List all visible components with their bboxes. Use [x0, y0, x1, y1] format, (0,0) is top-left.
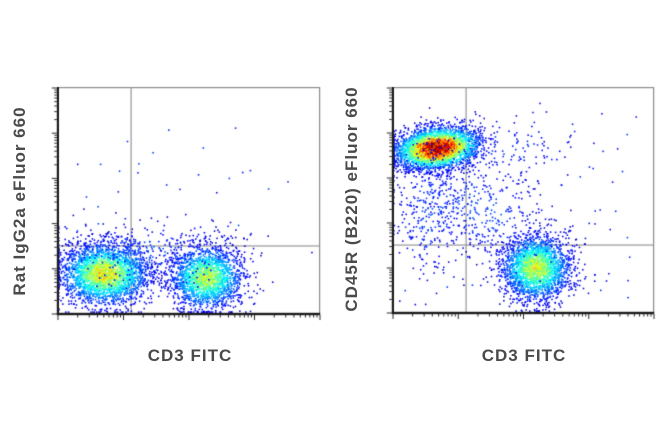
- left-plot-y-axis-label: Rat IgG2a eFluor 660: [10, 106, 29, 296]
- right-plot-x-axis-label: CD3 FITC: [481, 346, 567, 365]
- left-plot-x-axis-label: CD3 FITC: [147, 346, 233, 365]
- right-plot-y-axis-label: CD45R (B220) eFluor 660: [342, 86, 361, 312]
